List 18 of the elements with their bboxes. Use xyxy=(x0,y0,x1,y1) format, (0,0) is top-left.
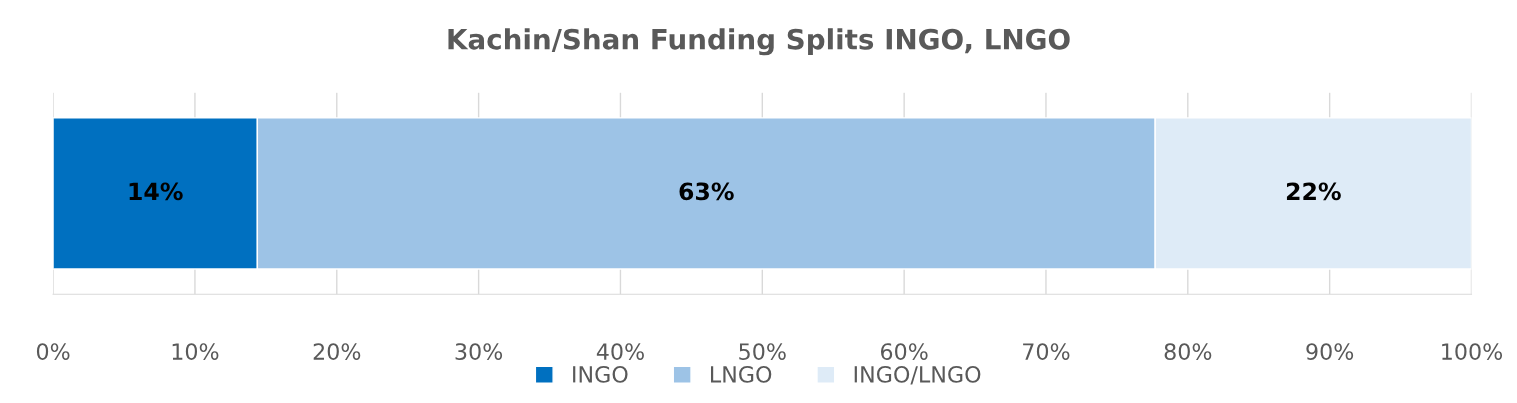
x-tick-label: 30% xyxy=(455,343,503,360)
legend-label: INGO/LNGO xyxy=(854,365,981,385)
x-tick-label: 0% xyxy=(36,343,70,360)
x-tick-label: 40% xyxy=(596,343,644,360)
x-tick-label: 10% xyxy=(172,343,219,360)
x-tick-label: 80% xyxy=(1164,343,1212,360)
x-tick-label: 60% xyxy=(880,343,928,360)
legend-label: LNGO xyxy=(711,365,772,383)
data-label: 22% xyxy=(1286,182,1341,201)
x-tick-label: 50% xyxy=(739,343,786,360)
x-tick-label: 100% xyxy=(1442,343,1503,360)
x-tick-label: 20% xyxy=(313,343,361,360)
x-tick-label: 90% xyxy=(1306,343,1354,360)
x-tick-label: 70% xyxy=(1023,343,1070,360)
data-label: 14% xyxy=(129,182,183,201)
legend-label: INGO xyxy=(573,365,628,383)
data-label: 63% xyxy=(679,182,734,201)
chart-title: Kachin/Shan Funding Splits INGO, LNGO xyxy=(448,28,1070,56)
